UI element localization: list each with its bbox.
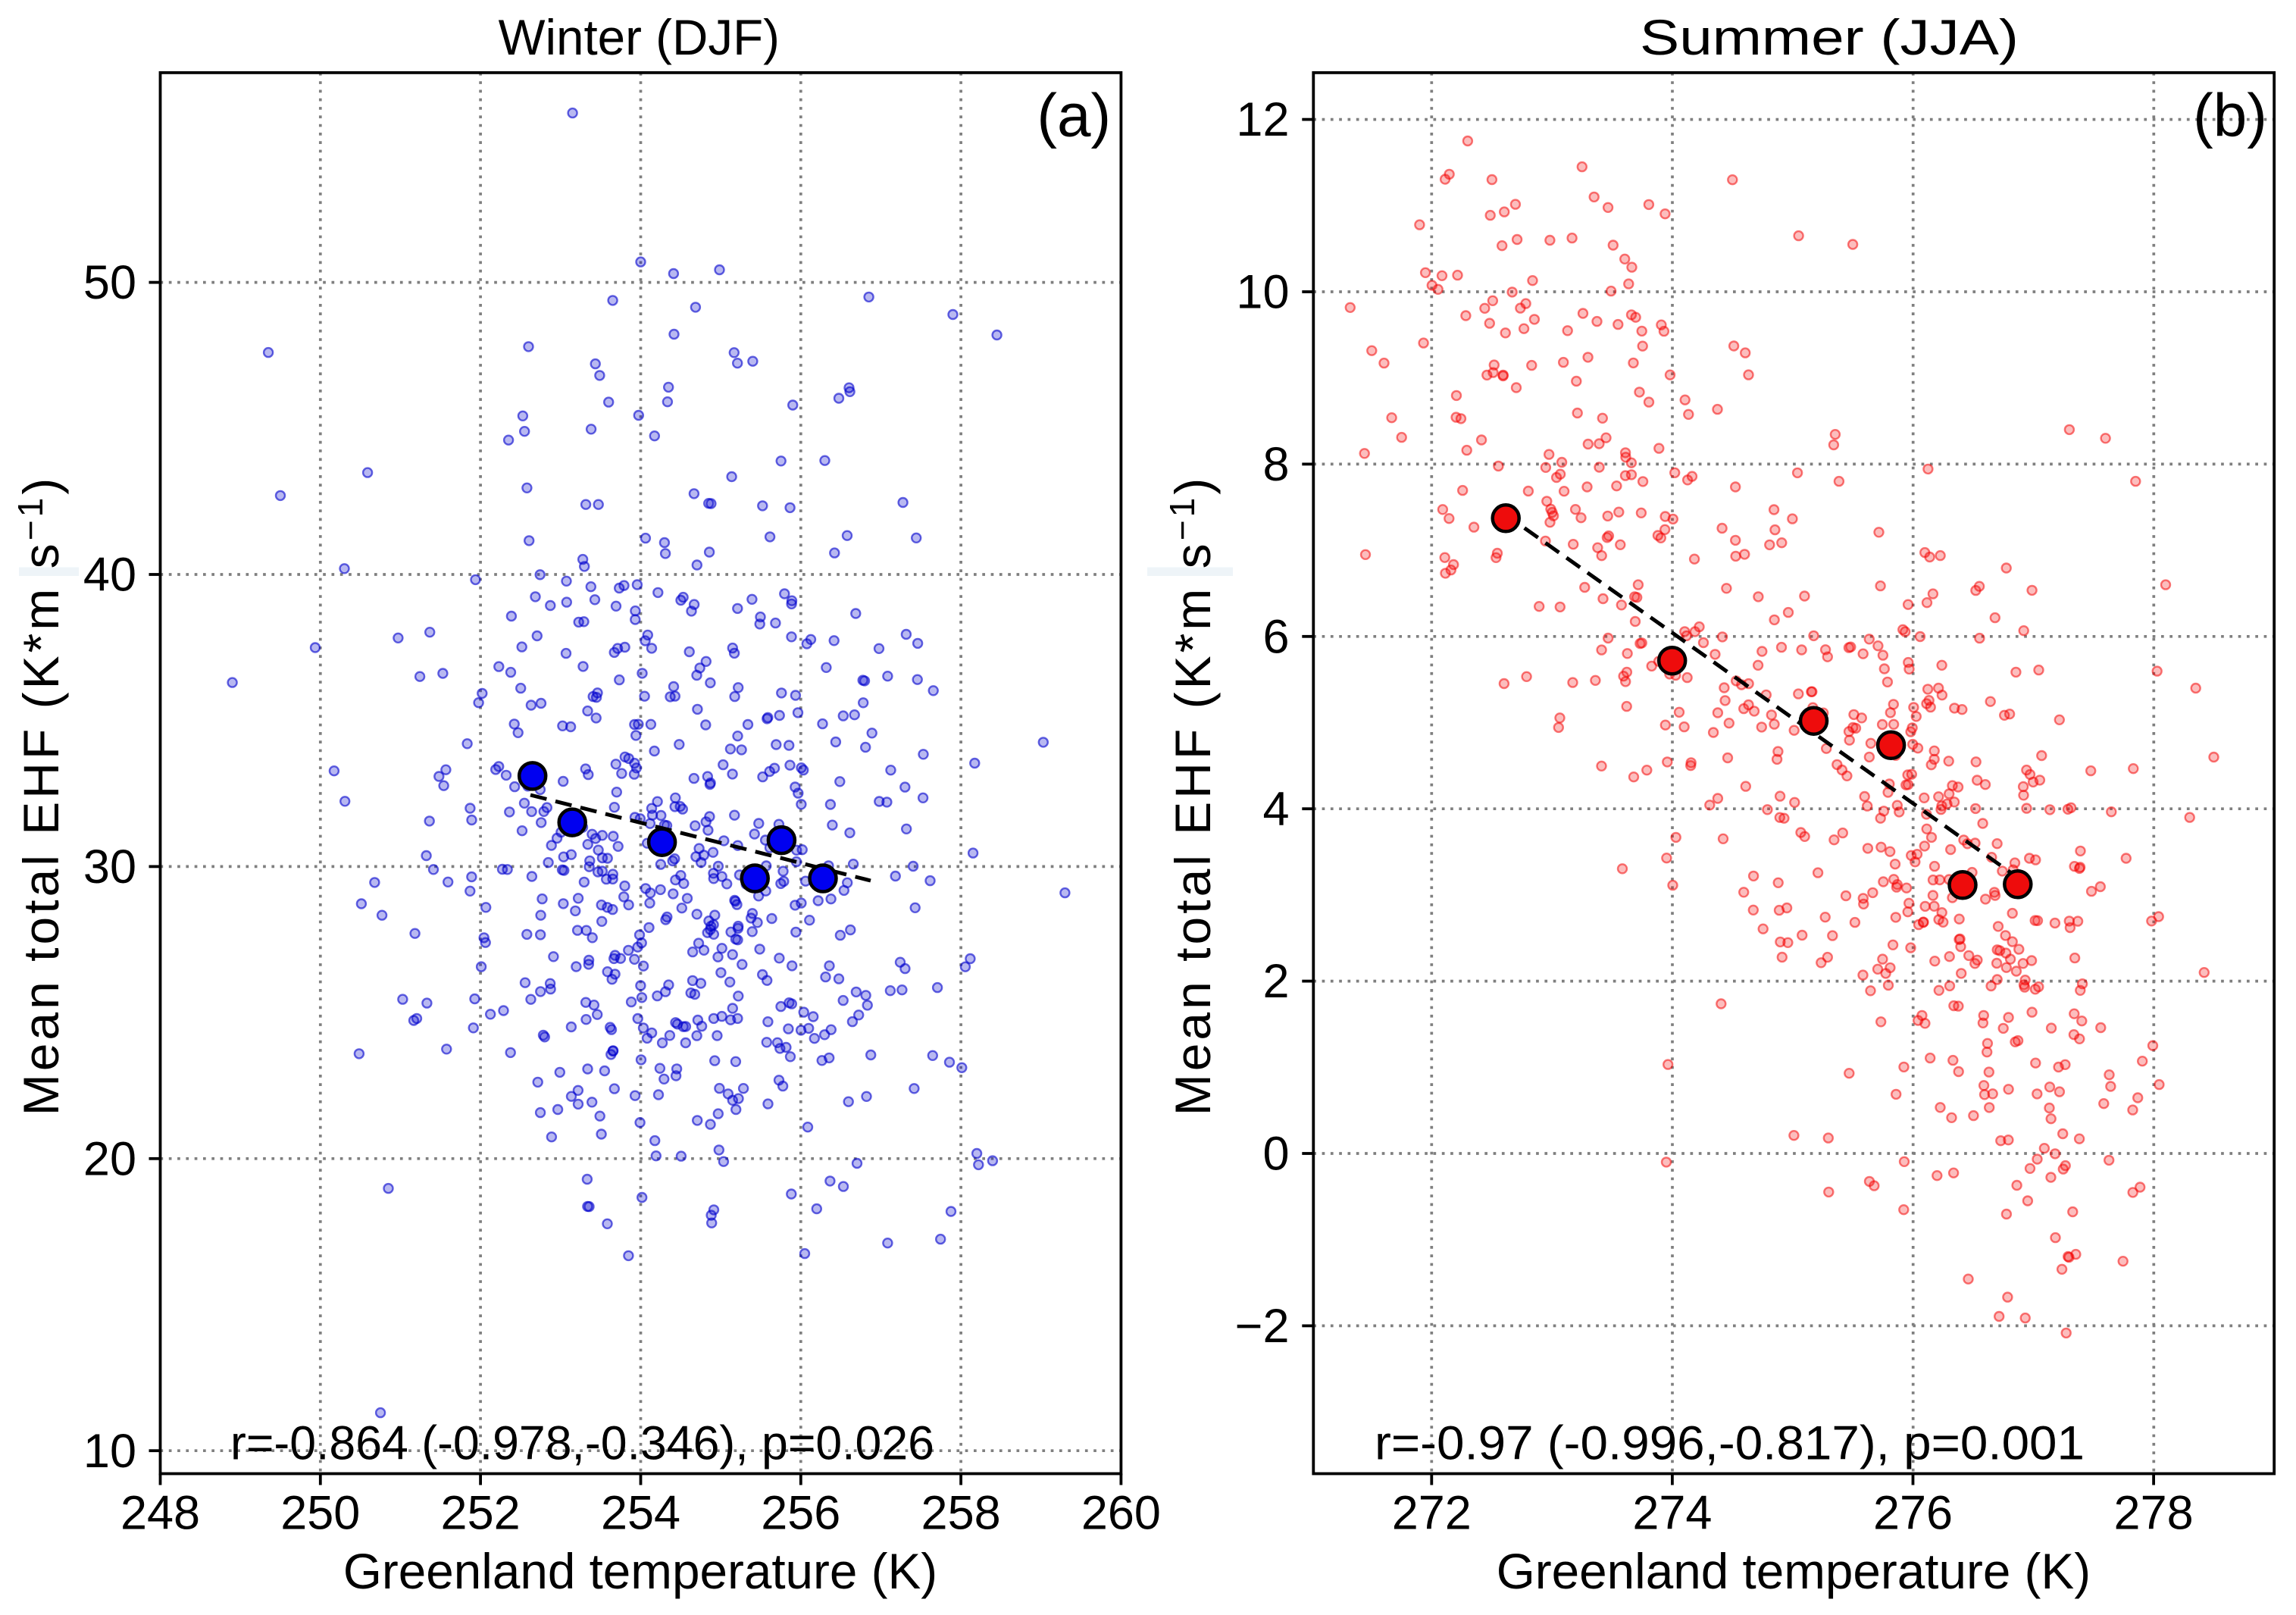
svg-text:274: 274 (1632, 1487, 1712, 1540)
svg-text:10: 10 (1236, 266, 1289, 319)
svg-text:r=-0.97 (-0.996,-0.817), p=0.0: r=-0.97 (-0.996,-0.817), p=0.001 (1375, 1417, 2085, 1470)
svg-text:2: 2 (1262, 955, 1289, 1008)
svg-text:Mean total EHF (K*m s−1): Mean total EHF (K*m s−1) (1162, 475, 1221, 1116)
svg-text:Greenland temperature (K): Greenland temperature (K) (1497, 1543, 2091, 1599)
svg-text:Greenland temperature (K): Greenland temperature (K) (343, 1543, 937, 1599)
svg-text:260: 260 (1081, 1487, 1161, 1540)
svg-text:r=-0.864 (-0.978,-0.346), p=0.: r=-0.864 (-0.978,-0.346), p=0.026 (230, 1417, 934, 1470)
svg-text:248: 248 (120, 1487, 200, 1540)
svg-text:278: 278 (2114, 1487, 2194, 1540)
svg-text:−2: −2 (1235, 1300, 1290, 1353)
svg-text:40: 40 (83, 549, 136, 602)
svg-text:276: 276 (1873, 1487, 1953, 1540)
svg-text:10: 10 (83, 1425, 136, 1478)
svg-text:250: 250 (280, 1487, 360, 1540)
svg-text:4: 4 (1262, 783, 1289, 836)
svg-text:254: 254 (601, 1487, 680, 1540)
svg-text:272: 272 (1392, 1487, 1472, 1540)
svg-text:50: 50 (83, 256, 136, 309)
svg-text:0: 0 (1262, 1128, 1289, 1181)
svg-text:(a): (a) (1037, 82, 1111, 149)
svg-text:Mean total EHF (K*m s−1): Mean total EHF (K*m s−1) (11, 475, 69, 1116)
svg-text:12: 12 (1236, 93, 1289, 146)
svg-text:6: 6 (1262, 610, 1289, 663)
svg-text:(b): (b) (2193, 82, 2267, 149)
svg-text:252: 252 (441, 1487, 521, 1540)
svg-text:256: 256 (761, 1487, 840, 1540)
svg-text:Summer (JJA): Summer (JJA) (1640, 9, 2019, 65)
svg-text:30: 30 (83, 840, 136, 894)
svg-text:258: 258 (921, 1487, 1001, 1540)
svg-text:Winter (DJF): Winter (DJF) (499, 9, 780, 65)
svg-text:20: 20 (83, 1132, 136, 1185)
svg-text:8: 8 (1262, 438, 1289, 491)
